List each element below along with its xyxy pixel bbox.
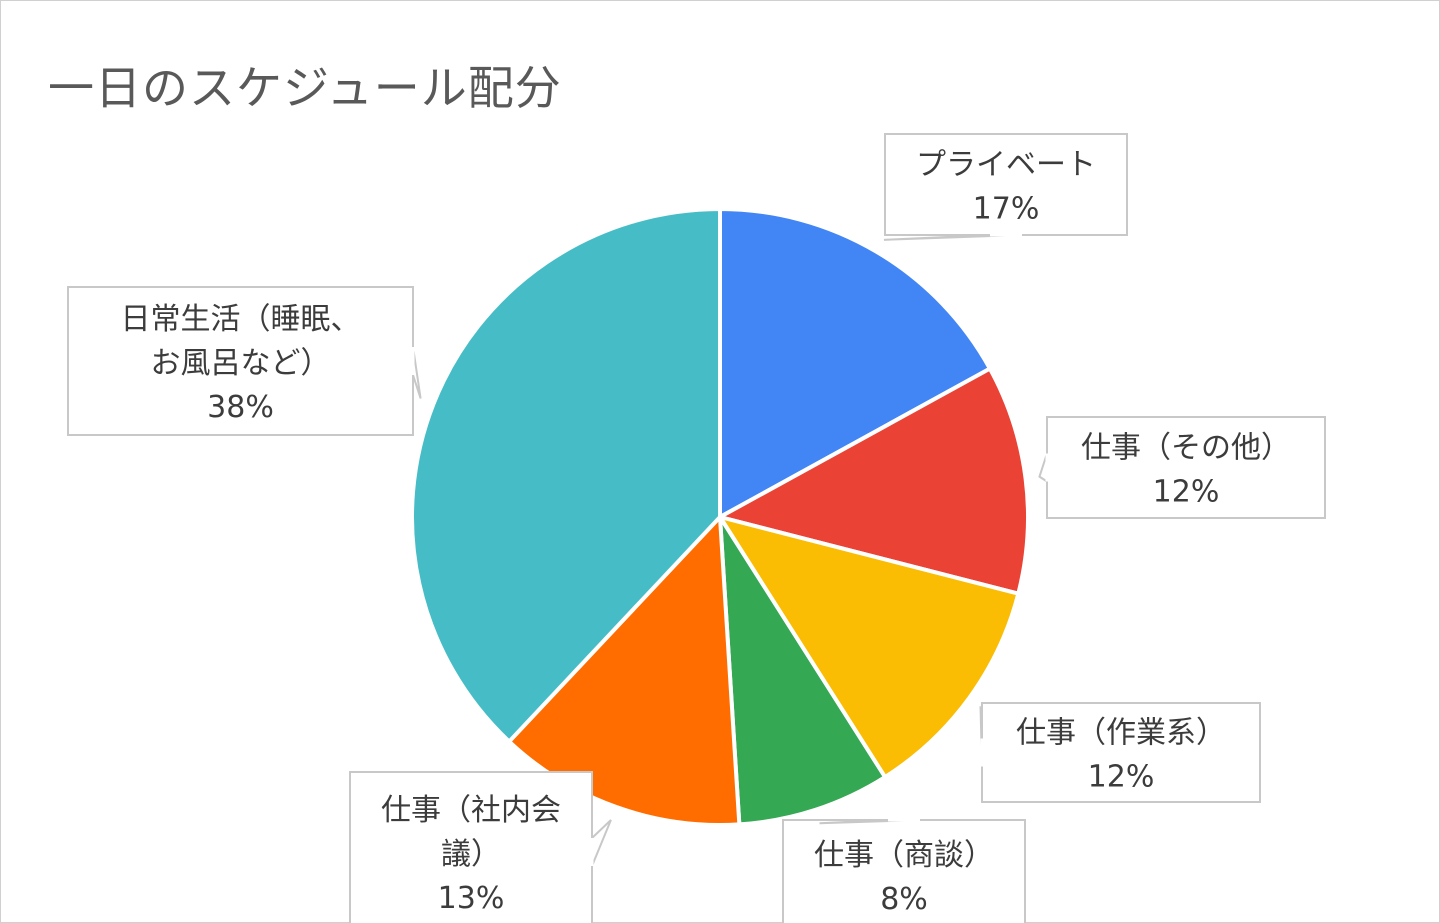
slice-label: 仕事（その他）: [1081, 431, 1291, 466]
callout-box: [884, 133, 1128, 236]
callout: 仕事（商談） 8%: [782, 818, 1026, 923]
pie-slice: [718, 207, 992, 519]
callout: 仕事（その他） 12%: [1038, 416, 1326, 519]
pie-callouts: プライベート17%仕事（その他）12%仕事（作業系）12%仕事（商談）8%仕事（…: [67, 133, 1326, 923]
callout-box: [67, 286, 414, 436]
slice-label: 仕事（商談）: [814, 838, 994, 873]
chart-title: 一日のスケジュール配分: [48, 61, 562, 115]
callout: 仕事（作業系） 12%: [979, 702, 1261, 803]
callout-box: [1046, 416, 1326, 519]
slice-value-label: 12%: [1153, 475, 1220, 510]
pie-slice: [718, 366, 1030, 596]
callout-box: [782, 819, 1026, 923]
slice-label: 仕事（社内会議）: [381, 793, 561, 872]
callout: 日常生活（睡眠、お風呂など） 38%: [67, 286, 422, 436]
slice-label: 日常生活（睡眠、お風呂など）: [121, 302, 361, 381]
pie-slice: [718, 515, 1021, 780]
slice-value-label: 13%: [438, 881, 505, 916]
callout-box: [349, 771, 593, 923]
slice-value-label: 8%: [880, 882, 928, 917]
slice-label: プライベート: [916, 148, 1096, 183]
pie-slice: [410, 207, 722, 744]
slice-value-label: 38%: [207, 390, 274, 425]
pie-slice: [718, 515, 888, 827]
callout: 仕事（社内会議） 13%: [349, 771, 612, 923]
slice-value-label: 12%: [1088, 760, 1155, 795]
callout: プライベート 17%: [883, 133, 1128, 241]
slice-value-label: 17%: [973, 192, 1040, 227]
pie-slices: [410, 207, 1030, 827]
pie-slice: [507, 515, 742, 827]
slice-label: 仕事（作業系）: [1016, 716, 1226, 751]
callout-pointer: [591, 819, 612, 867]
